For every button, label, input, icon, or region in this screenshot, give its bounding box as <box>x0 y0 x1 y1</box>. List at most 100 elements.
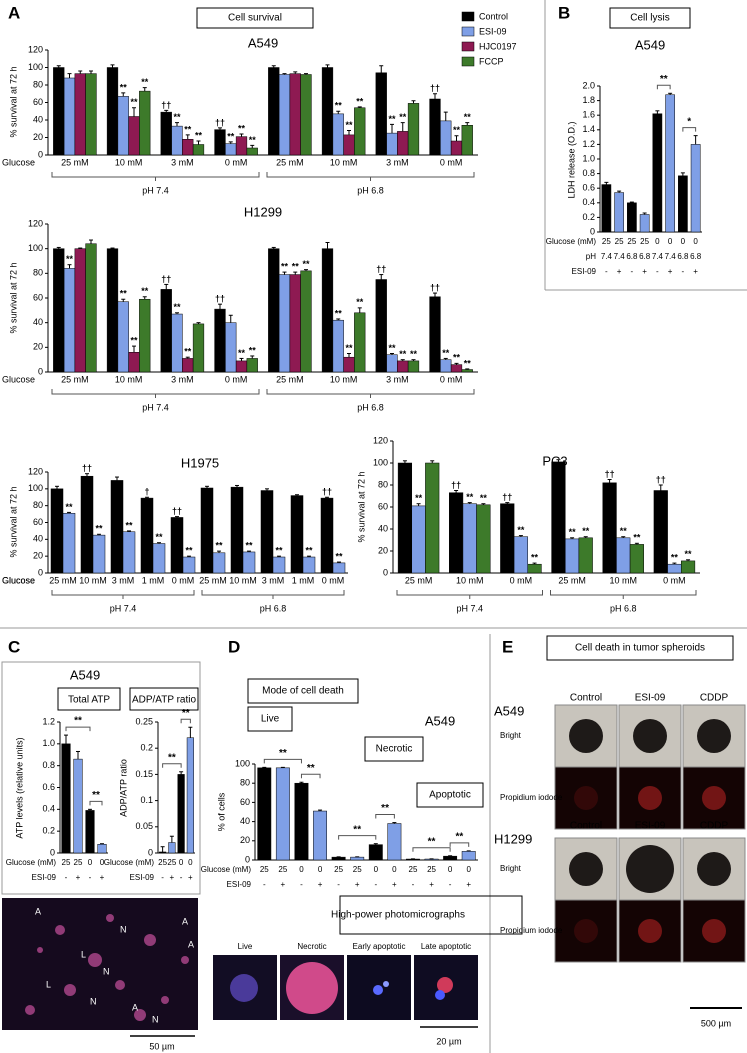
bar <box>386 132 398 156</box>
y-tick-label: 0.4 <box>42 804 55 814</box>
bar <box>171 313 183 373</box>
y-tick-label: 0 <box>38 567 43 577</box>
bar <box>73 758 83 854</box>
bar <box>182 139 194 156</box>
heading: High-power photomicrographs <box>331 910 465 921</box>
y-tick-label: 20 <box>33 551 43 561</box>
bar <box>275 767 290 861</box>
row-label: ESI-09 <box>32 873 57 882</box>
legend-label: ESI-09 <box>479 26 507 36</box>
group-label: Necrotic <box>376 744 413 755</box>
bar <box>302 556 316 574</box>
bar <box>551 461 566 574</box>
x-tick-label: 0 <box>681 237 686 246</box>
significance: ** <box>685 549 693 559</box>
bar <box>182 358 194 373</box>
x-tick-label: - <box>180 873 183 882</box>
row-label: pH <box>586 252 596 261</box>
y-tick-label: 1.6 <box>582 110 595 120</box>
bar <box>92 534 106 574</box>
bar <box>343 134 355 156</box>
bar <box>214 129 226 156</box>
y-axis-label: % survival at 72 h <box>356 471 366 542</box>
bar <box>425 462 440 574</box>
y-tick-label: 0.2 <box>42 826 55 836</box>
bar <box>429 296 441 373</box>
significance: † <box>144 487 149 497</box>
bar <box>450 364 463 373</box>
heading-box <box>546 635 734 661</box>
bar <box>343 356 355 373</box>
spheroid <box>569 719 603 753</box>
significance: ** <box>281 261 289 271</box>
y-tick-label: 0 <box>38 149 43 159</box>
x-tick-label: - <box>337 880 340 889</box>
bar <box>313 810 327 861</box>
significance: ** <box>215 540 223 550</box>
bar <box>397 360 409 373</box>
cell <box>286 962 338 1014</box>
x-tick-label: 7.4 <box>614 252 626 261</box>
bar <box>513 536 528 574</box>
significance: †† <box>161 274 171 284</box>
group-bracket <box>51 590 195 599</box>
cell-label: L <box>81 949 86 959</box>
x-tick-label: 3 mM <box>386 374 409 384</box>
micrograph-label: Late apoptotic <box>421 942 471 951</box>
cell-label: N <box>152 1014 159 1024</box>
significance: †† <box>451 480 461 490</box>
bar <box>246 147 258 156</box>
bar <box>616 537 631 574</box>
pi-signal <box>702 786 726 810</box>
bar <box>177 774 185 854</box>
group-bracket <box>266 389 475 398</box>
significance: ** <box>95 524 103 534</box>
y-tick-label: 1.0 <box>42 738 55 748</box>
y-tick-label: 120 <box>373 435 388 445</box>
significance: ** <box>245 540 253 550</box>
row-label: Glucose (mM) <box>104 858 155 867</box>
spheroid <box>626 845 674 893</box>
significance: †† <box>605 469 615 479</box>
y-tick-label: 0.2 <box>140 743 153 753</box>
cell-label: N <box>90 996 97 1006</box>
bar <box>63 77 76 156</box>
cell-label: A <box>35 906 41 916</box>
x-tick-label: 0 <box>655 237 660 246</box>
significance: ** <box>671 552 679 562</box>
heading-box <box>609 7 691 29</box>
x-tick-label: 0 <box>88 858 93 867</box>
bar <box>242 551 256 574</box>
significance: ** <box>335 308 343 318</box>
group-label: pH 7.4 <box>142 185 169 195</box>
bar <box>290 495 304 574</box>
legend-label: FCCP <box>479 56 504 66</box>
significance: ** <box>141 77 149 87</box>
x-tick-label: - <box>656 267 659 276</box>
bar <box>235 360 248 373</box>
y-tick-label: 60 <box>33 517 43 527</box>
x-tick-label: 25 mM <box>61 374 89 384</box>
x-tick-label: 10 mM <box>115 157 143 167</box>
significance: ** <box>184 347 192 357</box>
pi-signal <box>638 919 662 943</box>
comparison-bracket <box>263 758 302 764</box>
x-tick-label: 6.8 <box>626 252 638 261</box>
group-bracket <box>266 172 475 181</box>
bar <box>407 103 420 156</box>
y-tick-label: 20 <box>378 545 388 555</box>
comparison-bracket <box>180 718 191 724</box>
x-tick-label: - <box>89 873 92 882</box>
y-tick-label: 0 <box>148 847 153 857</box>
x-tick-label: 10 mM <box>330 157 358 167</box>
x-tick-label: 6.8 <box>677 252 689 261</box>
x-tick-label: - <box>631 267 634 276</box>
heading-box <box>339 895 523 935</box>
x-tick-label: + <box>392 880 397 889</box>
scale-label: 50 µm <box>149 1041 174 1051</box>
x-tick-label: 25 mM <box>49 575 77 585</box>
y-axis-label: % survival at 72 h <box>8 486 18 557</box>
x-tick-label: 0 mM <box>440 157 463 167</box>
significance: ** <box>173 112 181 122</box>
significance: ** <box>345 120 353 130</box>
